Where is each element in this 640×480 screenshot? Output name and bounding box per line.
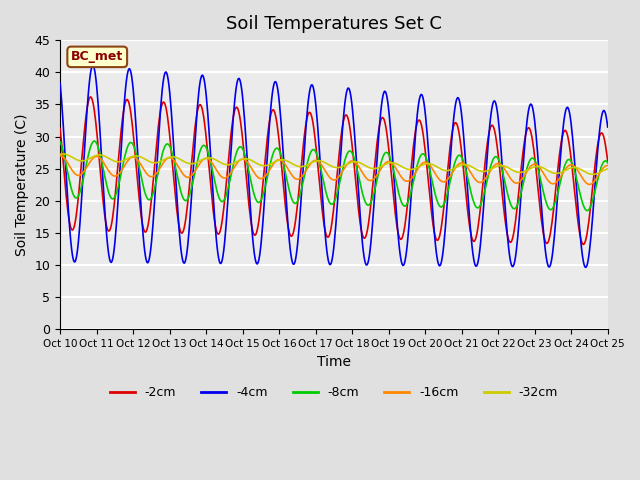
Text: BC_met: BC_met: [71, 50, 124, 63]
Title: Soil Temperatures Set C: Soil Temperatures Set C: [226, 15, 442, 33]
X-axis label: Time: Time: [317, 355, 351, 369]
Y-axis label: Soil Temperature (C): Soil Temperature (C): [15, 113, 29, 256]
Legend: -2cm, -4cm, -8cm, -16cm, -32cm: -2cm, -4cm, -8cm, -16cm, -32cm: [105, 381, 563, 404]
